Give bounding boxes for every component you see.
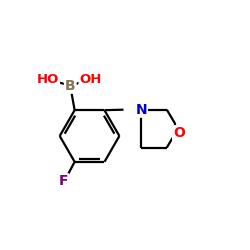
Text: B: B <box>65 79 76 93</box>
Text: N: N <box>135 103 147 117</box>
Text: F: F <box>59 174 69 188</box>
Text: HO: HO <box>37 73 60 86</box>
Text: OH: OH <box>79 73 102 86</box>
Text: O: O <box>173 126 185 140</box>
